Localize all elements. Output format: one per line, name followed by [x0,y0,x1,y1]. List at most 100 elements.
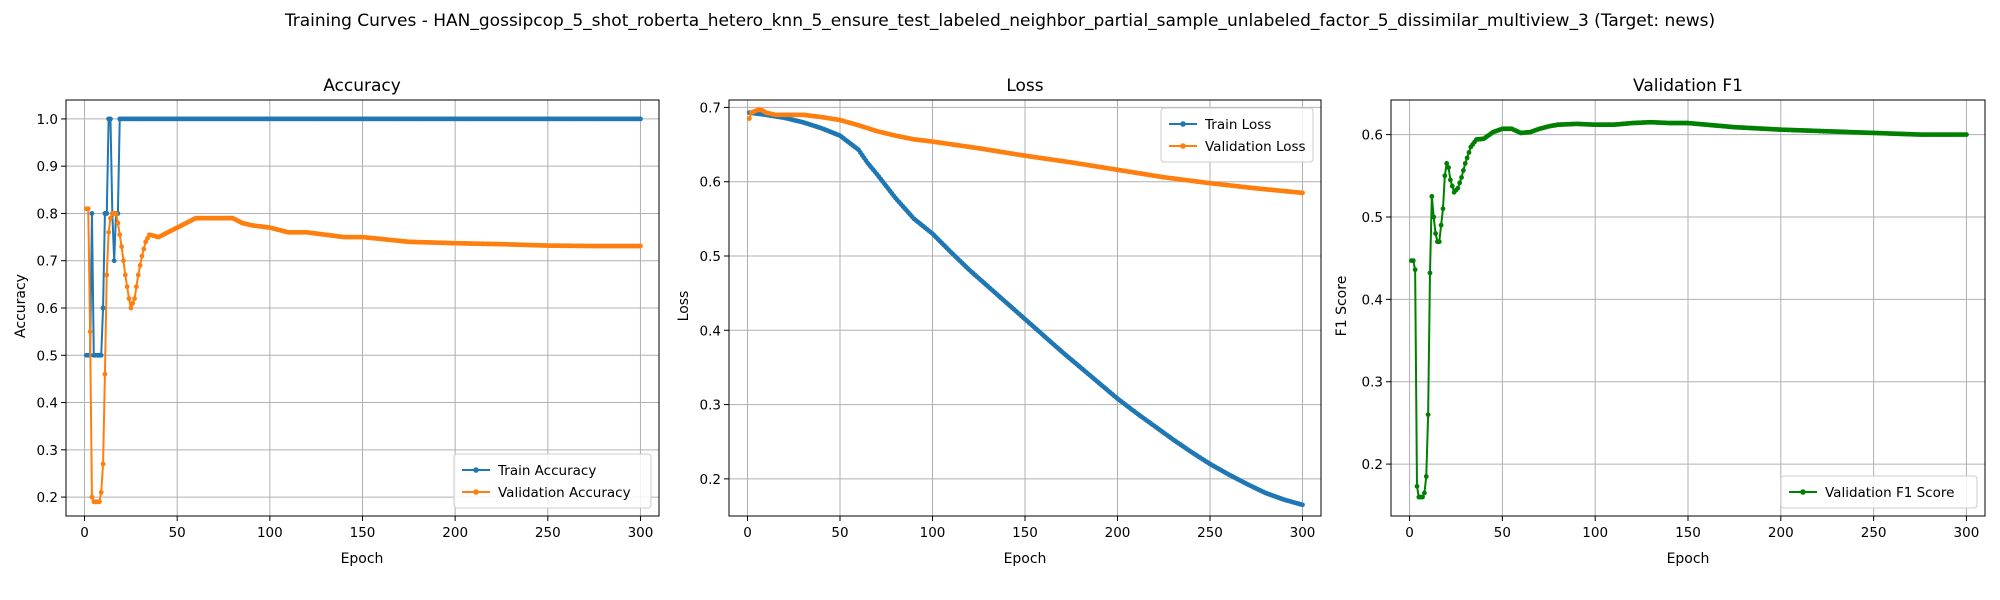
data-point [746,116,752,121]
validation-f1-legend-swatch-marker [1800,489,1806,495]
data-point [85,206,91,212]
accuracy-x-tick-label: 150 [350,525,376,541]
data-point [1429,193,1435,199]
accuracy-legend-label: Train Accuracy [497,463,596,479]
validation-f1-x-tick-label: 100 [1582,525,1608,541]
validation-f1-y-tick-label: 0.3 [1362,375,1383,391]
data-point [1446,165,1451,170]
loss-panel: Loss 0 50 100 150 200 250 300 0.2 0.3 0.4 0.5 0.6 0.… [676,76,1322,567]
accuracy-title: Accuracy [323,76,401,96]
validation-f1-xlabel: Epoch [1667,551,1710,567]
data-point [1438,222,1444,228]
accuracy-xlabel: Epoch [341,551,384,567]
loss-x-tick-label: 100 [920,525,946,541]
data-point [1436,239,1442,245]
loss-legend-label: Train Loss [1204,117,1271,133]
accuracy-legend-box [453,453,652,509]
data-point [1414,483,1420,489]
loss-y-tick-label: 0.3 [700,398,721,414]
loss-ylabel: Loss [676,291,692,322]
data-point [1300,190,1305,196]
data-point [126,296,132,301]
accuracy-y-tick-label: 0.4 [37,396,58,412]
loss-y-tick-label: 0.7 [700,100,721,116]
loss-xlabel: Epoch [1004,551,1047,567]
validation-f1-series-markers-0 [1409,119,1969,500]
data-point [1459,175,1464,180]
data-point [121,258,126,264]
data-point [122,272,128,278]
data-point [1455,185,1461,191]
data-point [1464,155,1470,161]
validation-f1-x-tick-label: 150 [1675,525,1701,541]
accuracy-x-tick-label: 250 [535,525,561,541]
loss-legend-swatch-marker [1180,143,1186,149]
data-point [1422,490,1427,496]
validation-f1-y-tick-label: 0.4 [1362,292,1383,308]
data-point [1466,150,1472,155]
data-point [137,263,143,268]
data-point [115,220,121,226]
loss-title: Loss [1006,76,1043,96]
data-point [124,284,130,290]
validation-f1-y-tick-label: 0.5 [1362,210,1383,226]
accuracy-legend-label: Validation Accuracy [498,485,631,501]
accuracy-y-tick-label: 0.2 [37,490,58,506]
data-point [1448,177,1453,183]
data-point [638,116,643,122]
data-point [1412,267,1418,273]
loss-x-tick-label: 50 [831,525,848,541]
accuracy-y-tick-label: 0.3 [37,443,58,459]
data-point [106,229,112,235]
data-point [117,232,123,238]
validation-f1-title: Validation F1 [1633,76,1743,96]
data-point [1964,132,1969,138]
data-point [1300,502,1305,508]
data-point [134,284,139,290]
figure-suptitle: Training Curves - HAN_gossipcop_5_shot_r… [284,11,1715,31]
data-point [100,461,106,467]
loss-x-tick-label: 0 [743,525,752,541]
loss-legend-swatch-marker [1180,121,1186,127]
data-point [145,235,150,241]
accuracy-legend: Train Accuracy Validation Accuracy [453,453,652,509]
data-point [102,371,108,377]
accuracy-x-tick-label: 200 [442,525,468,541]
accuracy-y-tick-label: 0.6 [37,301,58,317]
data-point [135,272,141,278]
data-point [143,239,149,245]
loss-x-tick-label: 300 [1290,525,1316,541]
data-point [1433,231,1438,236]
data-point [1444,161,1450,166]
data-point [638,243,643,249]
data-point [89,494,95,500]
loss-y-tick-label: 0.4 [700,323,721,339]
accuracy-x-tick-label: 50 [169,525,186,541]
accuracy-ylabel: Accuracy [13,274,29,338]
loss-x-tick-label: 150 [1012,525,1038,541]
data-point [128,305,134,311]
data-point [104,211,110,216]
accuracy-panel: Accuracy 0 50 100 150 200 250 300 0.2 0.3 0.4 0.5 0… [13,76,660,567]
data-point [1431,214,1437,220]
validation-f1-panel: Validation F1 0 50 100 150 200 250 300 0.2 0.3 0.… [1334,76,1986,567]
accuracy-y-tick-label: 0.9 [37,159,58,175]
data-point [141,246,147,252]
validation-f1-legend-box [1780,475,1978,509]
data-point [1442,173,1448,179]
loss-y-tick-label: 0.2 [700,472,721,488]
accuracy-legend-swatch-marker [473,489,479,495]
data-point [132,296,137,301]
data-point [1457,180,1463,186]
accuracy-y-tick-label: 0.5 [37,348,58,364]
validation-f1-legend-label: Validation F1 Score [1825,485,1954,501]
accuracy-x-tick-label: 0 [80,525,89,541]
accuracy-x-tick-label: 300 [628,525,654,541]
data-point [119,244,124,249]
data-point [111,258,117,264]
data-point [1462,161,1468,166]
data-point [1420,494,1425,500]
loss-y-tick-label: 0.5 [700,249,721,265]
data-point [139,253,145,259]
accuracy-series-markers-1 [83,206,643,505]
